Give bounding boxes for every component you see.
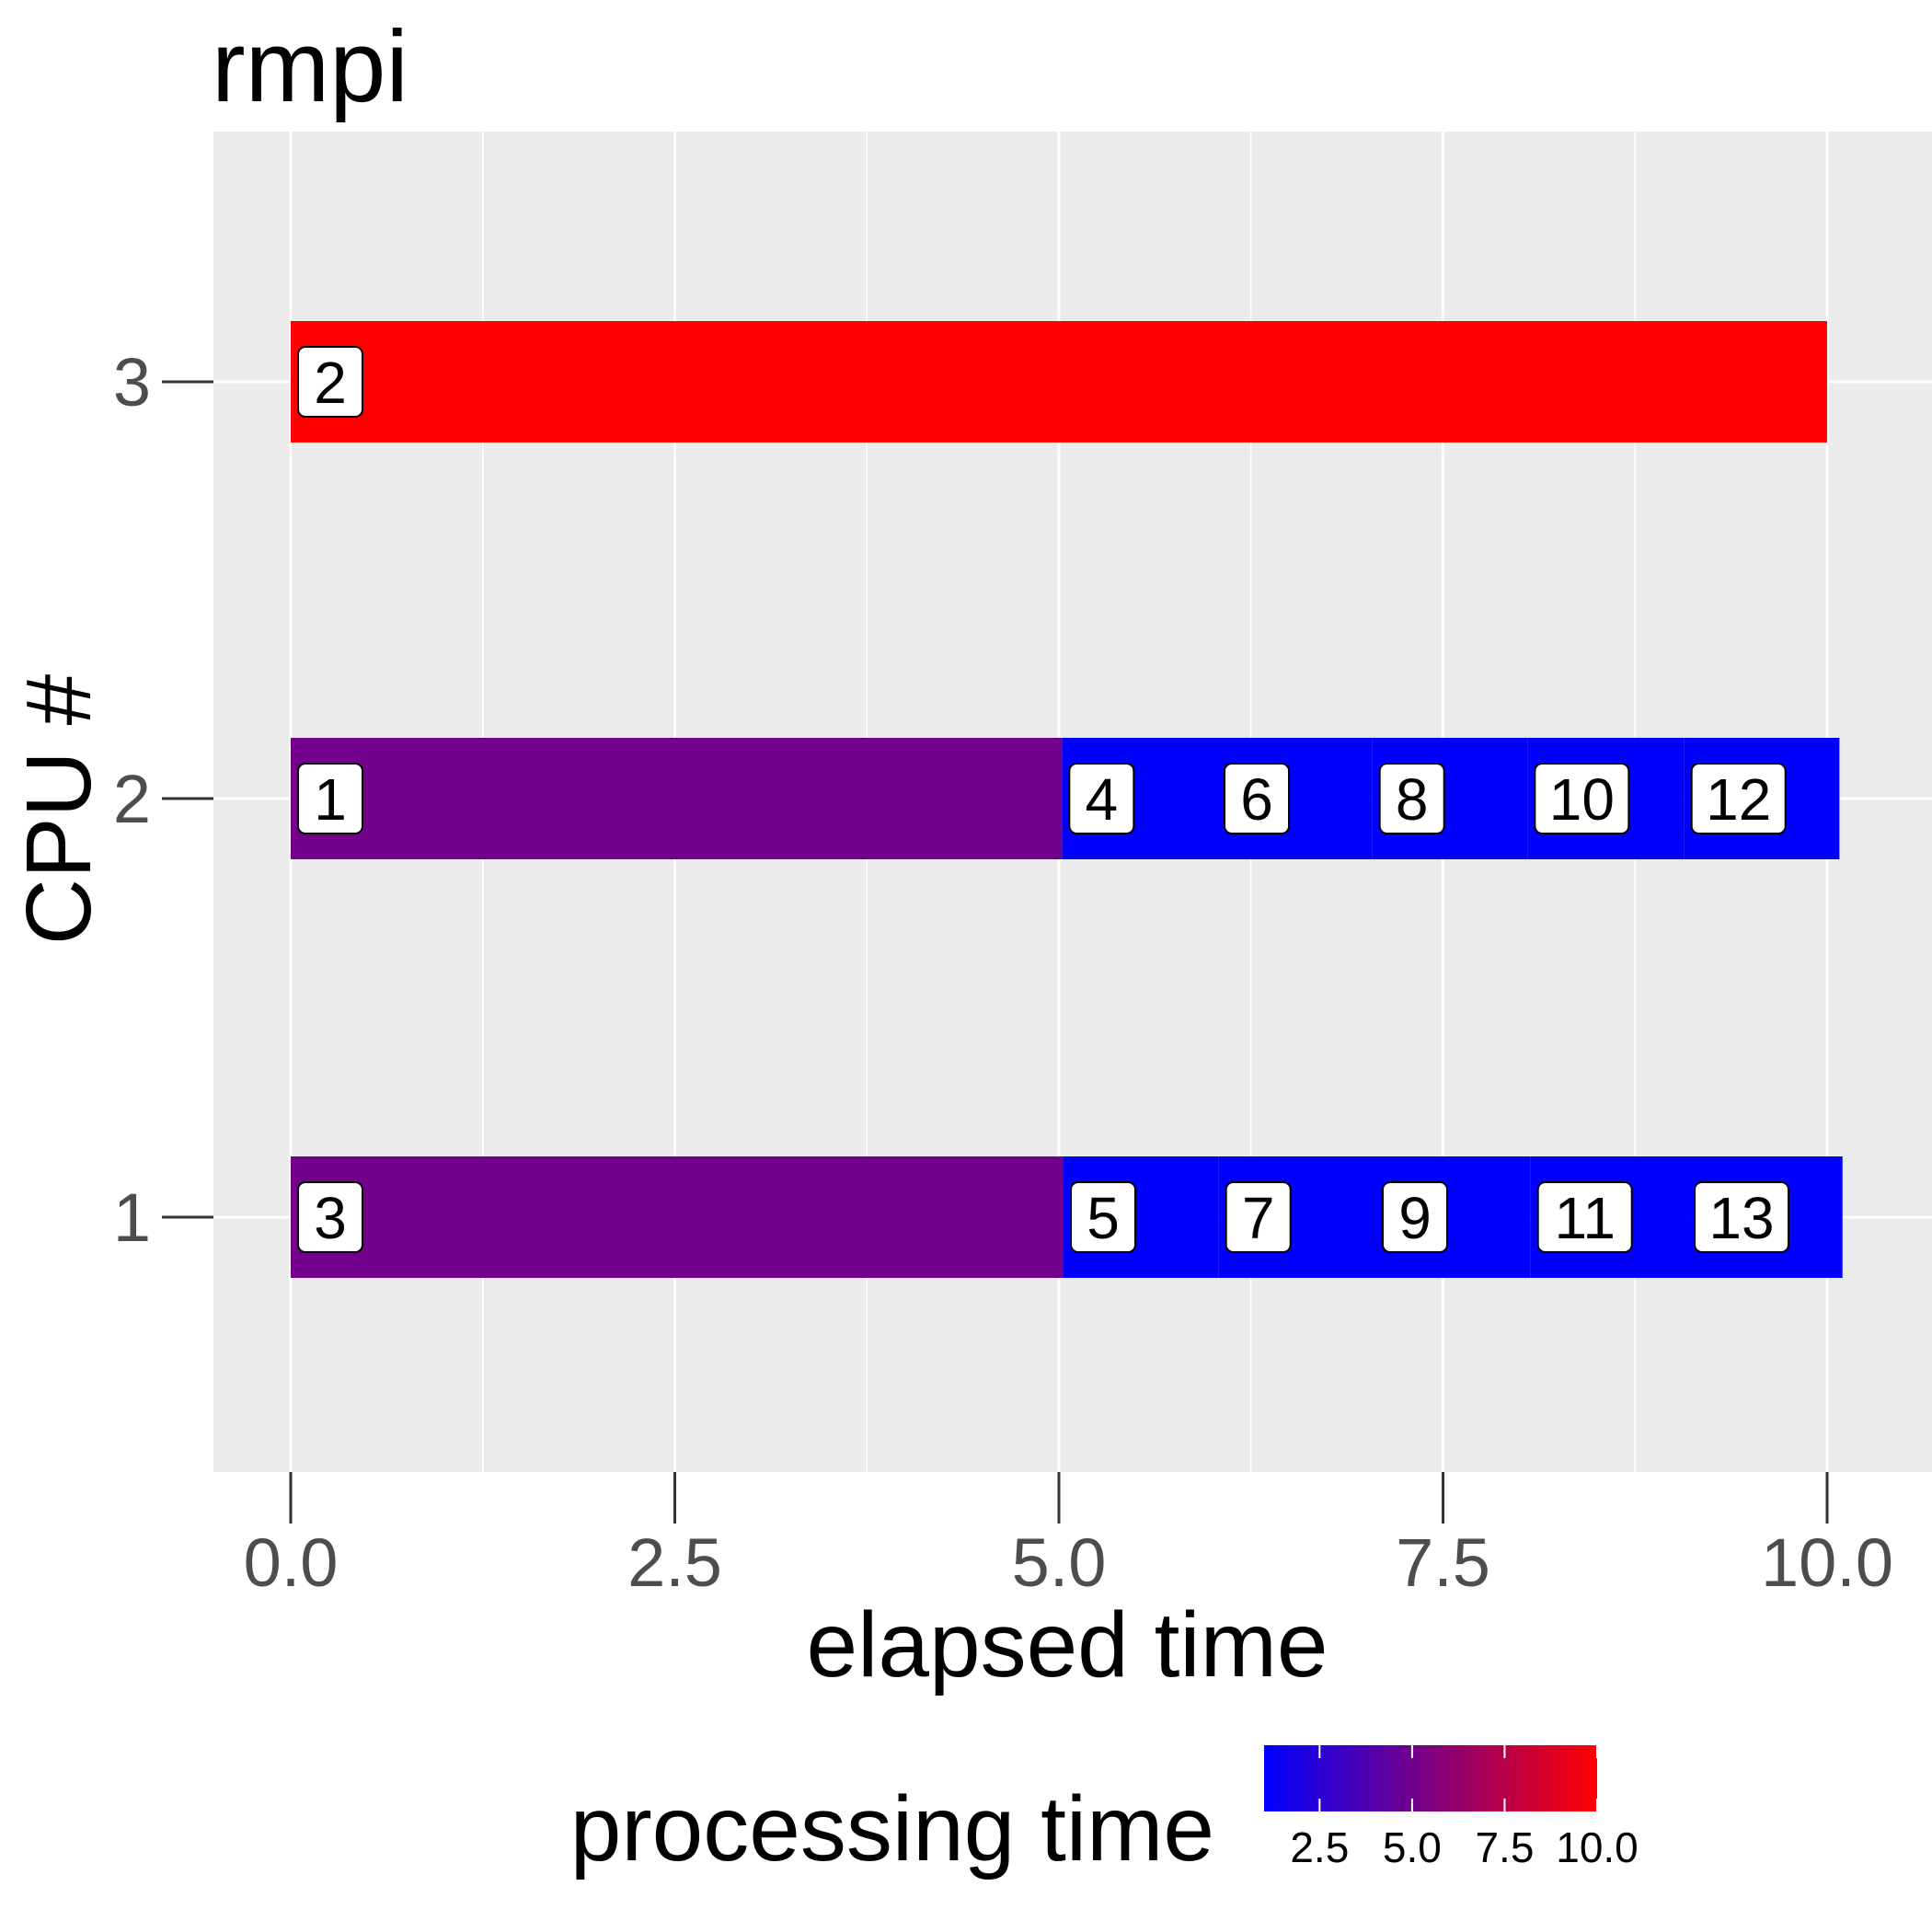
task-label-text: 12 (1706, 766, 1771, 833)
colorbar-tick-label: 10.0 (1556, 1823, 1639, 1871)
task-label-box (1536, 1181, 1633, 1253)
x-tick-label: 7.5 (1396, 1524, 1490, 1601)
colorbar-tick-label: 2.5 (1290, 1823, 1349, 1871)
task-labels: 2 1 4 6 8 10 12 3 5 7 9 11 13 (297, 346, 1790, 1253)
task-label-box (1690, 763, 1787, 834)
task-label-7: 7 (1225, 1181, 1292, 1253)
task-label-text: 8 (1396, 766, 1429, 833)
task-label-text: 1 (314, 766, 347, 833)
task-label-box (1382, 1181, 1449, 1253)
colorbar (1264, 1745, 1597, 1811)
task-label-text: 10 (1549, 766, 1615, 833)
task-label-12: 12 (1690, 763, 1787, 834)
task-label-text: 9 (1398, 1185, 1432, 1251)
task-label-text: 5 (1087, 1185, 1120, 1251)
task-label-text: 2 (314, 350, 347, 416)
task-label-13: 13 (1694, 1181, 1790, 1253)
task-label-text: 4 (1086, 766, 1119, 833)
task-label-text: 7 (1242, 1185, 1275, 1251)
chart-title: rmpi (212, 10, 408, 123)
x-tick-label: 2.5 (627, 1524, 722, 1601)
y-tick-label: 1 (113, 1179, 151, 1256)
task-label-3: 3 (297, 1181, 363, 1253)
task-label-6: 6 (1224, 763, 1291, 834)
x-axis-title: elapsed time (807, 1593, 1328, 1696)
task-label-10: 10 (1534, 763, 1630, 834)
x-axis: 0.0 2.5 5.0 7.5 10.0 (244, 1472, 1893, 1601)
task-label-text: 11 (1554, 1185, 1615, 1251)
task-label-box (297, 1181, 363, 1253)
y-tick-label: 2 (113, 761, 151, 837)
task-label-box (297, 346, 363, 418)
x-tick-label: 10.0 (1761, 1524, 1893, 1601)
colorbar-tick-label: 5.0 (1383, 1823, 1442, 1871)
y-axis: 1 2 3 (113, 344, 213, 1256)
task-bar-1 (291, 738, 1063, 859)
task-label-box (1378, 763, 1445, 834)
task-label-box (1225, 1181, 1292, 1253)
task-label-text: 13 (1708, 1185, 1774, 1251)
task-label-2: 2 (297, 346, 363, 418)
task-label-box (1068, 763, 1135, 834)
task-label-box (297, 763, 363, 834)
task-label-text: 3 (314, 1185, 347, 1251)
x-tick-label: 5.0 (1012, 1524, 1107, 1601)
task-bar-2 (291, 321, 1827, 443)
task-label-9: 9 (1382, 1181, 1449, 1253)
colorbar-ticks: 2.5 5.0 7.5 10.0 (1290, 1745, 1639, 1871)
x-tick-label: 0.0 (244, 1524, 339, 1601)
y-axis-title: CPU # (7, 673, 110, 945)
task-label-box (1694, 1181, 1790, 1253)
task-label-1: 1 (297, 763, 363, 834)
task-label-text: 6 (1240, 766, 1273, 833)
legend: processing time 2.5 5.0 7.5 10.0 (570, 1745, 1639, 1880)
task-label-8: 8 (1378, 763, 1445, 834)
task-label-4: 4 (1068, 763, 1135, 834)
task-label-box (1070, 1181, 1137, 1253)
colorbar-tick-label: 7.5 (1475, 1823, 1534, 1871)
task-label-box (1534, 763, 1630, 834)
task-label-box (1224, 763, 1291, 834)
task-bar-3 (291, 1156, 1064, 1278)
legend-title: processing time (570, 1777, 1214, 1880)
task-label-11: 11 (1536, 1181, 1633, 1253)
task-label-5: 5 (1070, 1181, 1137, 1253)
y-tick-label: 3 (113, 344, 151, 420)
